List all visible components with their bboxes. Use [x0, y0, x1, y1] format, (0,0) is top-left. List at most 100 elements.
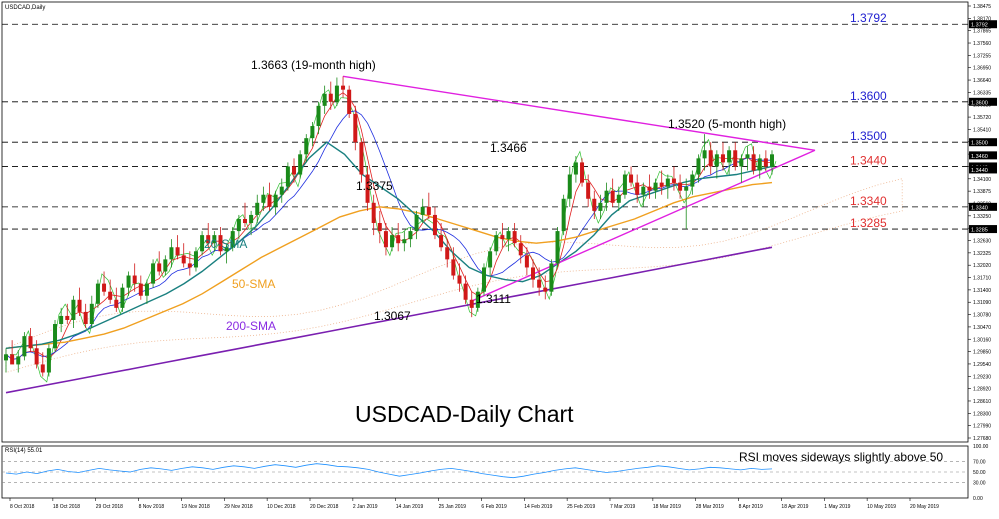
- candle-body: [414, 214, 419, 232]
- candle-body: [304, 138, 309, 155]
- x-tick-label: 14 Feb 2019: [524, 504, 552, 510]
- rsi-plot: 100.00 70.00 50.00 30.00 0.00: [1, 444, 989, 502]
- candle-body: [279, 186, 284, 195]
- candle-body: [494, 235, 499, 252]
- candle-body: [322, 93, 327, 106]
- level-price-box: [969, 202, 997, 211]
- candle-body: [193, 251, 198, 268]
- candle-body: [727, 150, 732, 163]
- x-tick-label: 10 May 2019: [867, 504, 896, 510]
- lower-trendline: [469, 149, 816, 303]
- sma-label: 200-SMA: [226, 319, 276, 333]
- candle-body: [298, 154, 303, 175]
- x-tick-label: 8 Apr 2019: [739, 504, 763, 510]
- candle-body: [34, 348, 39, 365]
- candle-body: [463, 283, 468, 300]
- candle-body: [236, 218, 241, 232]
- current-price-box: [969, 151, 997, 160]
- candle-body: [604, 190, 609, 203]
- level-label: 1.3285: [850, 216, 887, 230]
- candle-body: [451, 259, 456, 276]
- candle-body: [537, 279, 542, 288]
- candle-body: [647, 186, 652, 191]
- candle-body: [16, 356, 21, 365]
- candle-body: [230, 231, 235, 248]
- candle-body: [65, 315, 70, 320]
- candle-body: [770, 154, 774, 167]
- x-tick-label: 25 Jan 2019: [439, 504, 467, 510]
- x-tick-label: 14 Jan 2019: [396, 504, 424, 510]
- y-tick-label: 1.30780: [973, 313, 991, 319]
- y-tick-label: 1.30470: [973, 325, 991, 331]
- y-tick-label: 1.36335: [973, 90, 991, 96]
- candle-body: [420, 206, 425, 215]
- candle-body: [702, 150, 707, 159]
- candle-body: [273, 194, 278, 207]
- candle-body: [334, 85, 339, 102]
- x-tick-label: 19 Nov 2018: [181, 504, 210, 510]
- x-tick-label: 18 Apr 2019: [781, 504, 808, 510]
- candle-body: [396, 235, 401, 244]
- y-tick-label: 1.29230: [973, 374, 991, 380]
- candle-body: [714, 154, 719, 167]
- candle-body: [22, 336, 27, 357]
- tenkan-line: [5, 92, 772, 360]
- x-tick-label: 8 Nov 2018: [139, 504, 165, 510]
- x-tick-label: 2 Jan 2019: [353, 504, 378, 510]
- candle-body: [353, 113, 358, 143]
- candle-body: [212, 235, 217, 244]
- rsi-tick-label: 0.00: [973, 496, 983, 502]
- candle-body: [83, 311, 88, 325]
- rsi-tick-label: 70.00: [973, 460, 986, 466]
- candle-body: [690, 174, 695, 187]
- candle-body: [341, 85, 346, 90]
- candle-body: [292, 166, 297, 175]
- candle-body: [616, 194, 621, 203]
- candle-body: [629, 174, 634, 183]
- candle-body: [671, 178, 676, 183]
- level-label: 1.3600: [850, 89, 887, 103]
- sma-label: 20-SMA: [204, 237, 247, 251]
- candle-body: [310, 126, 315, 139]
- x-tick-label: 20 Dec 2018: [310, 504, 339, 510]
- candle-body: [653, 182, 658, 191]
- y-tick-label: 1.37865: [973, 29, 991, 35]
- sma20-line: [5, 141, 773, 349]
- candle-body: [708, 150, 713, 167]
- candle-body: [696, 158, 701, 175]
- annotation-label: 1.3067: [374, 309, 411, 323]
- x-tick-label: 18 Oct 2018: [53, 504, 80, 510]
- candle-body: [512, 231, 517, 244]
- y-tick-label: 1.38475: [973, 4, 991, 10]
- candle-body: [745, 154, 750, 159]
- candle-body: [684, 186, 689, 191]
- candle-body: [175, 247, 180, 256]
- candle-body: [371, 202, 376, 224]
- candle-body: [120, 287, 125, 308]
- candle-body: [432, 214, 437, 236]
- candle-body: [678, 182, 683, 191]
- y-tick-label: 1.28300: [973, 411, 991, 417]
- candle-body: [506, 231, 511, 240]
- rsi-note: RSI moves sideways slightly above 50: [739, 450, 943, 464]
- y-tick-label: 1.35720: [973, 115, 991, 121]
- x-tick-label: 1 May 2019: [824, 504, 850, 510]
- y-tick-label: 1.29850: [973, 350, 991, 356]
- level-price-tag: 1.3285: [971, 228, 988, 234]
- y-tick-label: 1.30160: [973, 337, 991, 343]
- candle-body: [500, 235, 505, 240]
- y-tick-label: 1.32325: [973, 251, 991, 257]
- rsi-line: [5, 463, 773, 479]
- candle-body: [138, 283, 143, 296]
- candle-body: [224, 247, 229, 252]
- candle-body: [757, 158, 762, 171]
- rsi-tick-label: 30.00: [973, 480, 986, 486]
- annotation-label: 1.3466: [490, 141, 527, 155]
- y-tick-label: 1.29540: [973, 362, 991, 368]
- candle-body: [469, 299, 474, 308]
- annotation-label: 1.3375: [356, 179, 393, 193]
- symbol-title: USDCAD,Daily: [5, 5, 45, 11]
- candle-body: [200, 235, 205, 252]
